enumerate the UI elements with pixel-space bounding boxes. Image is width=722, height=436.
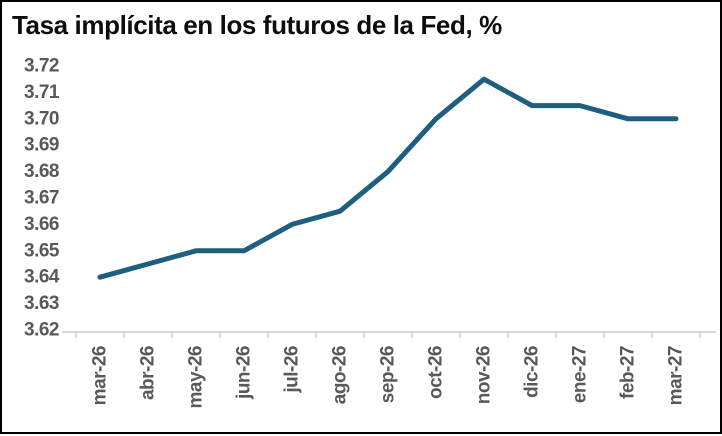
x-axis-label: mar-27 — [666, 346, 687, 405]
y-axis-label: 3.65 — [24, 240, 60, 261]
y-axis-label: 3.70 — [24, 108, 59, 129]
x-axis-label: feb-27 — [618, 346, 639, 399]
x-axis-label: jul-26 — [282, 346, 303, 394]
x-axis-label: nov-26 — [474, 346, 495, 404]
x-axis-label: sep-26 — [378, 346, 399, 403]
x-axis-label: jun-26 — [234, 346, 255, 400]
x-axis-label: ene-27 — [570, 346, 591, 403]
y-axis-label: 3.72 — [24, 56, 59, 77]
y-axis-label: 3.66 — [24, 214, 59, 235]
y-axis-label: 3.68 — [24, 161, 59, 182]
x-axis-label: mar-26 — [90, 346, 111, 405]
y-axis-label: 3.63 — [24, 293, 59, 314]
x-axis-label: may-26 — [186, 346, 207, 409]
x-axis-label: ago-26 — [330, 346, 351, 404]
x-axis-label: abr-26 — [138, 346, 159, 400]
implied-rate-data-line — [97, 76, 679, 280]
x-axis-label: dic-26 — [522, 346, 543, 398]
y-axis-label: 3.67 — [24, 188, 59, 209]
chart-title: Tasa implícita en los futuros de la Fed,… — [12, 10, 502, 40]
y-axis-label: 3.71 — [24, 82, 60, 103]
y-axis-label: 3.64 — [24, 267, 60, 288]
y-axis-label: 3.69 — [24, 135, 59, 156]
y-axis-label: 3.62 — [24, 320, 59, 341]
x-axis-label: oct-26 — [426, 346, 447, 399]
